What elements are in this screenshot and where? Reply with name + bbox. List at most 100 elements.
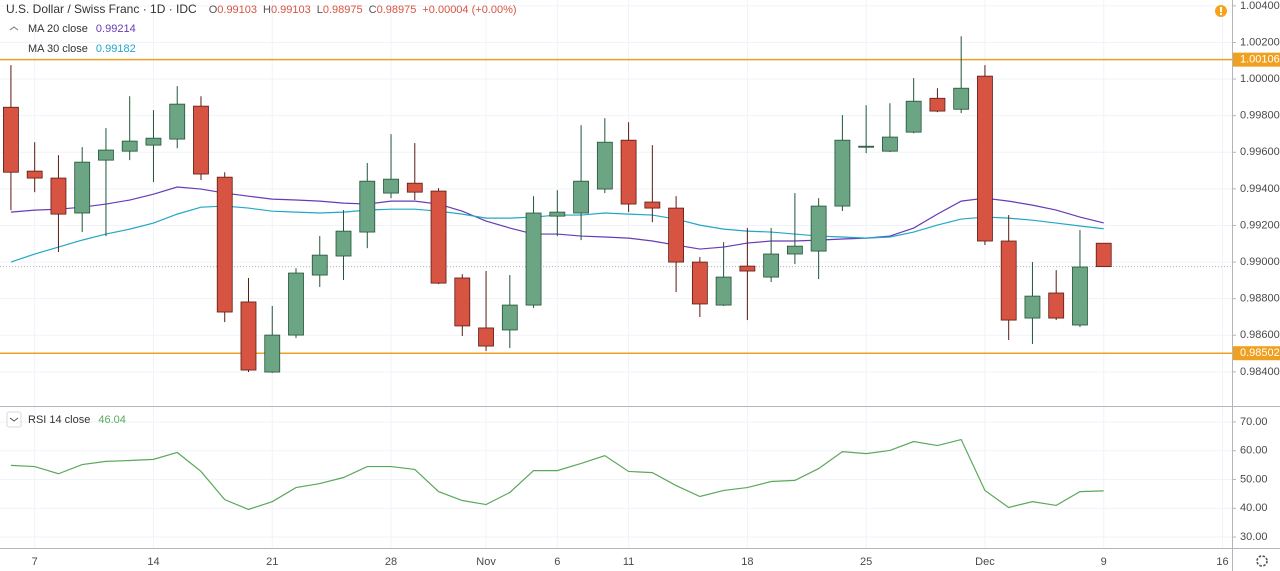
candle-body bbox=[50, 177, 67, 215]
candle-body bbox=[169, 103, 186, 140]
chart-header: U.S. Dollar / Swiss Franc · 1D · IDC O0.9… bbox=[6, 2, 517, 16]
chart-title: U.S. Dollar / Swiss Franc · 1D · IDC bbox=[6, 2, 197, 16]
y-tick-label: 0.98800 bbox=[1240, 293, 1280, 305]
collapse-button[interactable] bbox=[6, 411, 22, 428]
ohlc-prefix: C bbox=[369, 4, 377, 16]
x-tick-label: 16 bbox=[1216, 556, 1228, 568]
candle-body bbox=[430, 190, 447, 284]
candle-body bbox=[74, 161, 91, 214]
candle-body bbox=[1072, 266, 1088, 326]
alert-icon-dot bbox=[1220, 13, 1222, 15]
ohlc-prefix: H bbox=[263, 4, 271, 16]
y-tick-label: 0.99000 bbox=[1240, 256, 1280, 268]
candle-body bbox=[501, 304, 518, 331]
y-tick-label: 0.99600 bbox=[1240, 146, 1280, 158]
candle-body bbox=[882, 136, 898, 152]
legend-name: MA 20 close bbox=[28, 23, 88, 35]
candle-body bbox=[596, 141, 613, 190]
legend-value: 0.99182 bbox=[96, 43, 136, 55]
candle-body bbox=[691, 261, 708, 305]
candle-body bbox=[288, 272, 304, 336]
candle-body bbox=[359, 180, 376, 233]
candle-body bbox=[121, 140, 138, 152]
y-tick-label: 1.00200 bbox=[1240, 36, 1280, 48]
x-tick-label: 21 bbox=[266, 556, 278, 568]
candle-body bbox=[549, 211, 566, 217]
legend-entry: MA 30 close 0.99182 bbox=[28, 43, 136, 55]
candle-body bbox=[240, 301, 257, 371]
ohlc-prefix: O bbox=[209, 4, 218, 16]
change-value: +0.00004 (+0.00%) bbox=[422, 4, 516, 16]
candle-body bbox=[383, 178, 399, 194]
candle-body bbox=[620, 139, 637, 205]
candle-body bbox=[573, 180, 589, 214]
candle-body bbox=[1095, 242, 1112, 268]
candle-body bbox=[1000, 240, 1017, 321]
settings-icon[interactable] bbox=[1256, 555, 1268, 567]
candle-body bbox=[3, 106, 19, 173]
legend-entry: RSI 14 close 46.04 bbox=[28, 414, 126, 426]
price-label-bg bbox=[1233, 346, 1280, 361]
x-tick-label: 11 bbox=[623, 556, 634, 568]
rsi-line bbox=[10, 438, 1104, 511]
candle-body bbox=[715, 276, 732, 306]
x-tick-label: Dec bbox=[975, 556, 995, 568]
ohlc-value: 0.98975 bbox=[377, 4, 417, 16]
y-tick-label: 1.00400 bbox=[1240, 0, 1280, 12]
candle-body bbox=[264, 334, 281, 373]
price-label-bg bbox=[1233, 52, 1280, 67]
candle-body bbox=[905, 100, 922, 133]
alert-icon-mark bbox=[1220, 7, 1222, 12]
y-tick-label: 30.00 bbox=[1240, 531, 1268, 543]
collapse-icon bbox=[9, 417, 19, 422]
legend-toggle[interactable] bbox=[9, 26, 19, 31]
x-tick-label: 14 bbox=[147, 556, 159, 568]
candle-body bbox=[668, 207, 685, 263]
y-tick-label: 0.98400 bbox=[1240, 366, 1280, 378]
candle-body bbox=[26, 170, 43, 179]
candle-body bbox=[216, 176, 233, 313]
x-tick-label: Nov bbox=[476, 556, 496, 568]
x-tick-label: 9 bbox=[1101, 556, 1107, 568]
candle-body bbox=[335, 230, 352, 257]
candle-body bbox=[763, 253, 780, 278]
legend-name: MA 30 close bbox=[28, 43, 88, 55]
candle-body bbox=[478, 327, 494, 347]
candle-body bbox=[193, 105, 209, 175]
price-label: 1.00106 bbox=[1240, 54, 1280, 66]
ohlc-value: 0.99103 bbox=[271, 4, 311, 16]
candle-body bbox=[977, 75, 993, 242]
x-tick-label: 18 bbox=[741, 556, 753, 568]
candle-body bbox=[739, 265, 756, 272]
y-tick-label: 0.99200 bbox=[1240, 219, 1280, 231]
x-tick-label: 7 bbox=[32, 556, 38, 568]
candle-body bbox=[810, 205, 827, 252]
y-tick-label: 70.00 bbox=[1240, 416, 1268, 428]
candle-body bbox=[644, 201, 661, 209]
price-label: 0.98502 bbox=[1240, 347, 1280, 359]
y-tick-label: 0.99800 bbox=[1240, 110, 1280, 122]
candle-body bbox=[311, 254, 328, 276]
legend-value: 0.99214 bbox=[96, 23, 136, 35]
candle-body bbox=[786, 245, 803, 255]
candle-body bbox=[1048, 292, 1065, 319]
y-tick-label: 1.00000 bbox=[1240, 73, 1280, 85]
ohlc-value: 0.99103 bbox=[217, 4, 257, 16]
x-tick-label: 25 bbox=[860, 556, 872, 568]
y-tick-label: 40.00 bbox=[1240, 502, 1268, 514]
legend-value: 46.04 bbox=[98, 414, 126, 426]
candle-body bbox=[858, 145, 875, 148]
ohlc-prefix: L bbox=[317, 4, 323, 16]
candle-body bbox=[454, 277, 471, 327]
y-tick-label: 60.00 bbox=[1240, 445, 1268, 457]
candle-body bbox=[145, 137, 162, 146]
candle-body bbox=[1024, 295, 1041, 319]
x-tick-label: 28 bbox=[385, 556, 397, 568]
y-tick-label: 0.98600 bbox=[1240, 329, 1280, 341]
candle-body bbox=[525, 212, 542, 306]
x-tick-label: 6 bbox=[554, 556, 560, 568]
ohlc-value: 0.98975 bbox=[323, 4, 363, 16]
candle-body bbox=[406, 182, 423, 193]
